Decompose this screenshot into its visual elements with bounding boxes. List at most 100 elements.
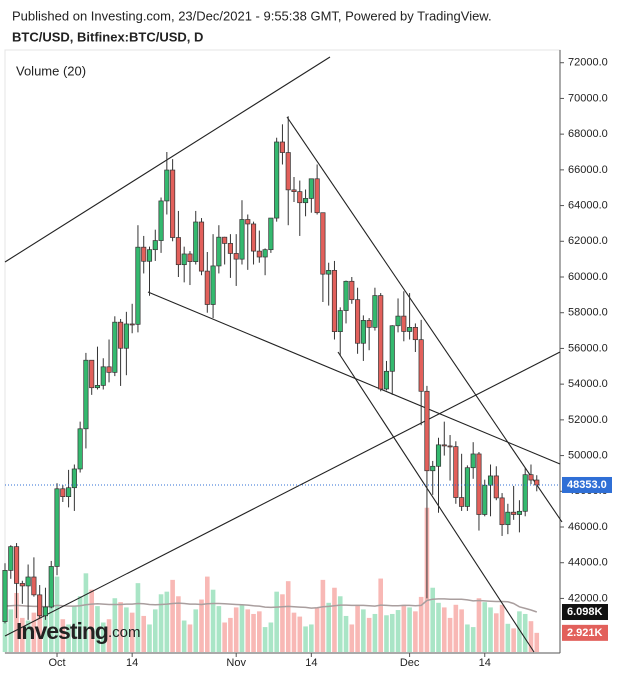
candle-body xyxy=(77,428,83,470)
volume-bar xyxy=(170,579,175,652)
volume-bar xyxy=(257,611,262,652)
volume-bar xyxy=(106,619,112,652)
volume-bar xyxy=(210,589,216,652)
trend-lines xyxy=(4,56,563,653)
candle-body xyxy=(418,339,424,392)
volume-bar xyxy=(280,594,285,652)
volume-bar xyxy=(499,604,505,652)
candle-body xyxy=(395,315,401,327)
volume-bar xyxy=(245,609,251,652)
volume-bar xyxy=(54,576,60,652)
candle-body xyxy=(470,453,476,469)
candle-body xyxy=(135,246,141,325)
x-tick-label: Dec xyxy=(400,657,420,669)
y-tick-label: 42000.0 xyxy=(568,592,608,604)
y-tick-label: 72000.0 xyxy=(568,57,608,69)
candle-body xyxy=(331,270,338,332)
candle-body xyxy=(383,370,390,390)
volume-bar xyxy=(135,583,141,652)
volume-ma-box xyxy=(562,604,608,621)
volume-bar xyxy=(25,620,31,652)
candle-body xyxy=(528,474,534,481)
candle-body xyxy=(19,583,25,587)
candle-body xyxy=(216,236,222,267)
volume-bar xyxy=(470,627,476,652)
y-tick-label: 60000.0 xyxy=(568,271,608,283)
candle-body xyxy=(326,270,332,275)
x-tick-label: Oct xyxy=(48,657,65,669)
candle-body xyxy=(164,169,170,202)
volume-bar xyxy=(112,598,118,652)
candle-body xyxy=(152,240,158,251)
volume-bar xyxy=(124,607,129,652)
volume-title: Volume (20) xyxy=(16,63,86,78)
volume-bar xyxy=(31,612,37,652)
y-tick-label: 46000.0 xyxy=(568,521,608,533)
candle-body xyxy=(239,219,245,260)
candle-body xyxy=(349,280,355,301)
volume-bar xyxy=(158,594,164,652)
candle-body xyxy=(279,141,285,153)
candle-body xyxy=(534,479,540,486)
candle-body xyxy=(181,253,187,266)
candle-body xyxy=(291,189,297,192)
candle-body xyxy=(14,546,20,584)
candle-body xyxy=(193,221,199,262)
volume-bar xyxy=(326,602,331,652)
candle-body xyxy=(441,444,447,447)
volume-bar xyxy=(8,609,14,652)
volume-bar xyxy=(389,613,395,652)
volume-bar xyxy=(528,621,534,652)
candle-body xyxy=(71,468,77,489)
volume-bar xyxy=(505,623,511,652)
volume-bar xyxy=(418,596,424,652)
volume-bar xyxy=(222,622,227,652)
volume-bar xyxy=(343,615,349,652)
volume-bar xyxy=(494,613,499,652)
candle-body xyxy=(366,320,372,328)
candle-layer xyxy=(2,116,540,624)
candle-body xyxy=(245,219,251,225)
volume-bar xyxy=(77,596,83,652)
volume-bar xyxy=(37,602,42,652)
volume-bar xyxy=(384,615,389,652)
candle-body xyxy=(476,453,482,515)
candle-body xyxy=(256,250,262,258)
candle-body xyxy=(158,200,164,241)
candle-body xyxy=(227,243,233,254)
y-tick-label: 70000.0 xyxy=(568,92,608,104)
trend-line xyxy=(286,116,563,523)
volume-bar xyxy=(401,604,407,652)
volume-bar xyxy=(517,611,522,652)
volume-bar xyxy=(43,615,48,652)
trend-line xyxy=(4,351,561,637)
candle-body xyxy=(320,212,326,275)
y-tick-label: 64000.0 xyxy=(568,199,608,211)
candle-body xyxy=(424,390,430,472)
candle-body xyxy=(89,359,95,389)
volume-bar xyxy=(361,609,366,652)
volume-bar xyxy=(72,606,77,652)
candle-body xyxy=(511,511,517,515)
volume-bar xyxy=(355,604,360,652)
volume-bar xyxy=(441,607,447,652)
volume-bar xyxy=(176,596,181,652)
candle-body xyxy=(66,487,72,497)
volume-bar xyxy=(205,576,210,652)
candle-body xyxy=(493,475,499,499)
volume-bar xyxy=(20,617,25,652)
volume-bar xyxy=(100,622,106,652)
candle-body xyxy=(141,246,147,262)
volume-bar xyxy=(395,610,401,652)
volume-bar xyxy=(141,615,147,652)
candle-body xyxy=(112,321,118,373)
y-tick-label: 58000.0 xyxy=(568,307,608,319)
volume-bar xyxy=(187,624,193,652)
volume-bar xyxy=(436,602,441,652)
y-tick-label: 50000.0 xyxy=(568,449,608,461)
candle-body xyxy=(447,445,453,448)
candle-body xyxy=(464,467,470,507)
candle-body xyxy=(268,217,274,251)
candle-body xyxy=(285,152,291,191)
